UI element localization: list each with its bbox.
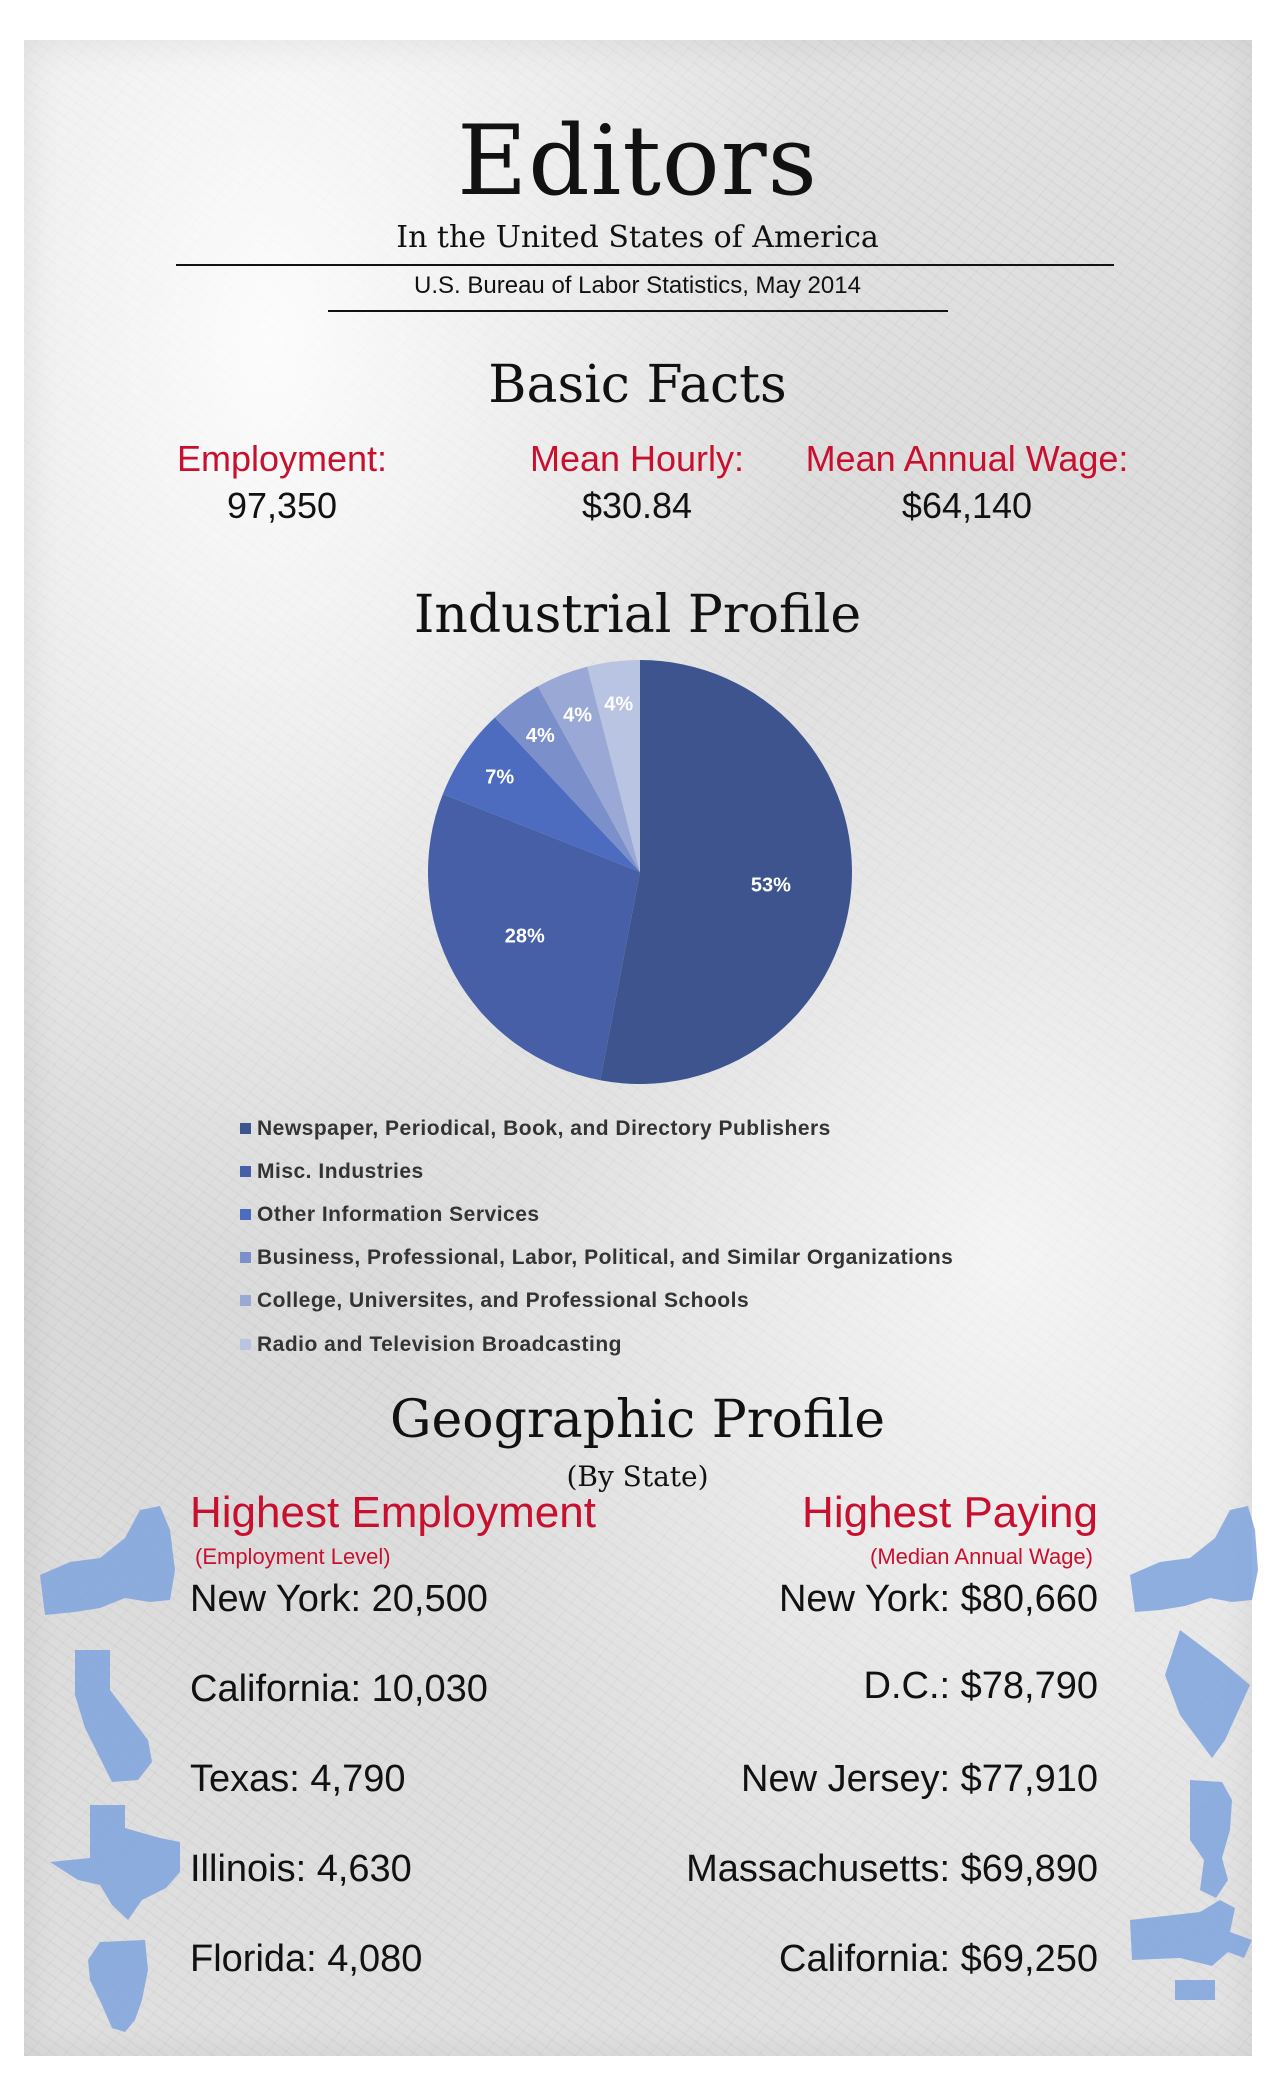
new-jersey-map-icon: [1190, 1780, 1232, 1898]
pie-slice: [494, 686, 640, 872]
legend-label: Business, Professional, Labor, Political…: [257, 1246, 954, 1269]
legend-swatch: [240, 1252, 251, 1263]
state-silhouettes-left: [40, 1506, 180, 2032]
pie-slice: [537, 666, 640, 872]
legend-swatch: [240, 1339, 251, 1350]
source-line: U.S. Bureau of Labor Statistics, May 201…: [414, 272, 861, 299]
basic-facts-title: Basic Facts: [488, 355, 787, 415]
pie-slice: [600, 660, 852, 1084]
california-map-icon: [75, 1650, 152, 1782]
employment-row: California: 10,030: [190, 1668, 488, 1710]
legend-label: Other Information Services: [257, 1203, 540, 1226]
page-title: Editors: [457, 105, 818, 217]
pie-slice-label: 4%: [526, 725, 555, 747]
mean-annual-wage-label: Mean Annual Wage:: [805, 438, 1129, 479]
legend-label: Misc. Industries: [257, 1160, 424, 1183]
illinois-map-icon: [88, 1940, 148, 2032]
mean-annual-wage-value: $64,140: [901, 485, 1033, 526]
paying-row: D.C.: $78,790: [863, 1665, 1098, 1707]
paying-row: Massachusetts: $69,890: [686, 1848, 1098, 1890]
pie-slice-label: 28%: [505, 925, 545, 947]
paying-row: California: $69,250: [779, 1938, 1098, 1980]
divider: [176, 264, 1114, 266]
highest-employment-subheading: (Employment Level): [195, 1544, 391, 1569]
highest-paying-heading: Highest Paying: [802, 1488, 1098, 1537]
state-silhouettes-right: [1130, 1506, 1258, 2000]
highest-paying-subheading: (Median Annual Wage): [870, 1544, 1093, 1569]
employment-value: 97,350: [226, 485, 338, 526]
legend-item: Misc. Industries: [240, 1160, 424, 1184]
texas-map-icon: [50, 1805, 180, 1920]
pie-slice-label: 7%: [485, 767, 514, 789]
legend-label: Radio and Television Broadcasting: [257, 1333, 623, 1356]
pie-slice: [428, 793, 640, 1081]
legend-item: College, Universites, and Professional S…: [240, 1289, 749, 1313]
mean-hourly-value: $30.84: [581, 485, 693, 526]
new-york-map-icon: [40, 1506, 175, 1615]
industry-pie-chart: 53% 28% 7% 4% 4% 4%: [428, 660, 852, 1084]
mean-hourly-label: Mean Hourly:: [529, 438, 745, 479]
legend-swatch: [240, 1166, 251, 1177]
employment-row: Illinois: 4,630: [190, 1848, 412, 1890]
legend-item: Business, Professional, Labor, Political…: [240, 1246, 953, 1270]
legend-item: Radio and Television Broadcasting: [240, 1333, 622, 1357]
employment-row: New York: 20,500: [190, 1578, 488, 1620]
employment-label: Employment:: [176, 438, 388, 479]
geographic-profile-subtitle: (By State): [566, 1460, 709, 1493]
paying-row: New Jersey: $77,910: [741, 1758, 1098, 1800]
industrial-profile-title: Industrial Profile: [413, 585, 862, 645]
new-york-map-icon: [1130, 1506, 1258, 1612]
paying-row: New York: $80,660: [778, 1578, 1098, 1620]
employment-row: Texas: 4,790: [190, 1758, 406, 1800]
california-map-icon: [1175, 1980, 1215, 2000]
legend-label: Newspaper, Periodical, Book, and Directo…: [257, 1117, 831, 1140]
pie-slice-label: 53%: [751, 874, 791, 896]
pie-slice: [587, 660, 640, 872]
pie-slice: [442, 717, 640, 872]
pie-slice-label: 4%: [563, 704, 592, 726]
highest-employment-heading: Highest Employment: [190, 1488, 596, 1537]
legend-item: Newspaper, Periodical, Book, and Directo…: [240, 1117, 831, 1141]
legend-item: Other Information Services: [240, 1203, 540, 1227]
dc-map-icon: [1165, 1630, 1250, 1758]
divider: [328, 310, 948, 312]
legend-swatch: [240, 1123, 251, 1134]
pie-slice-label: 4%: [604, 694, 633, 716]
legend-swatch: [240, 1295, 251, 1306]
legend-label: College, Universites, and Professional S…: [257, 1289, 750, 1312]
employment-row: Florida: 4,080: [190, 1938, 423, 1980]
massachusetts-map-icon: [1130, 1900, 1252, 1966]
page-subtitle: In the United States of America: [396, 220, 879, 255]
geographic-profile-title: Geographic Profile: [389, 1390, 886, 1450]
legend-swatch: [240, 1209, 251, 1220]
